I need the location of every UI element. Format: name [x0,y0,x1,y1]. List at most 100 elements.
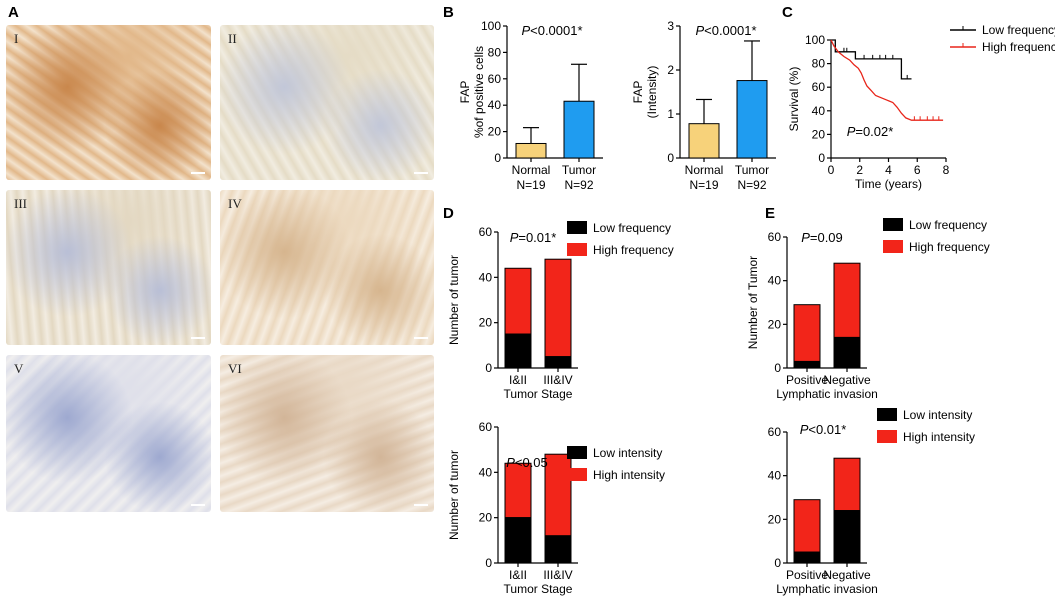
y-tick-label: 20 [488,125,502,139]
x-tick-label: Positive [786,373,828,387]
scale-bar [414,504,428,506]
sample-size-label: N=92 [737,178,766,192]
x-axis-label: Tumor Stage [504,387,573,401]
bar-segment-high [833,262,861,338]
legend-label-low: Low frequency [909,218,987,232]
y-tick-label: 1 [667,107,674,121]
x-tick-label: 6 [914,163,921,177]
legend-label-high: High intensity [593,468,665,482]
y-tick-label: 40 [768,274,782,288]
micrograph-label: V [14,361,24,376]
y-axis-label: %of positive cells [472,46,486,138]
y-tick-label: 0 [485,556,492,570]
micrograph-3: III [6,190,211,345]
x-tick-label: Negative [823,568,871,582]
panel-letter-c: C [782,4,793,21]
micrograph-4: IV [220,190,434,345]
bar-tumor [563,100,595,159]
y-tick-label: 20 [768,317,782,331]
legend-label-low: Low intensity [593,446,662,460]
bar-segment-high [833,457,861,512]
panel-letter-d: D [443,205,454,222]
y-tick-label: 40 [768,469,782,483]
x-tick-label: Normal [512,163,551,177]
scale-bar [414,172,428,174]
panel-letter-e: E [765,205,776,222]
bar-segment-low [793,360,821,369]
p-value-annotation: P<0.0001* [521,23,582,38]
p-value-annotation: P=0.09 [801,230,843,245]
survival-curve-high-frequency [830,39,944,121]
y-tick-label: 40 [812,104,826,118]
micrograph-label: II [228,31,237,46]
legend-label-high: High frequency [909,240,990,254]
y-axis-label: Number of tumor [447,450,461,540]
scale-bar [414,337,428,339]
legend-swatch-high [877,430,897,443]
bar-segment-high [504,267,532,335]
y-tick-label: 0 [494,151,501,165]
micrograph-label: IV [228,196,242,211]
scale-bar [191,337,205,339]
micrograph-label: I [14,31,19,46]
y-tick-label: 100 [805,33,825,47]
bar-segment-high [504,462,532,519]
y-tick-label: 40 [479,270,493,284]
bar-segment-low [793,551,821,564]
p-value-annotation: P=0.01* [510,230,557,245]
y-tick-label: 0 [667,151,674,165]
y-tick-label: 60 [812,80,826,94]
p-value-annotation: P<0.01* [800,422,847,437]
y-tick-label: 40 [479,465,493,479]
micrograph-label: VI [228,361,242,376]
x-axis-label: Lymphatic invasion [776,582,878,596]
x-tick-label: 0 [828,163,835,177]
bar-segment-high [544,453,572,537]
y-tick-label: 40 [488,98,502,112]
legend-label-low: Low frequency [593,221,671,235]
x-tick-label: Tumor [562,163,596,177]
y-axis-label: Number of Tumor [746,256,760,349]
x-tick-label: Negative [823,373,871,387]
y-tick-label: 80 [812,57,826,71]
y-tick-label: 60 [479,420,493,434]
legend-swatch-high [883,240,903,253]
x-tick-label: 4 [885,163,892,177]
legend-swatch-low [883,218,903,231]
x-tick-label: Tumor [735,163,769,177]
x-tick-label: Normal [685,163,724,177]
y-tick-label: 60 [768,230,782,244]
sample-size-label: N=19 [689,178,718,192]
legend-label-low: Low intensity [903,408,972,422]
y-tick-label: 0 [774,361,781,375]
legend-swatch-low [567,221,587,234]
bar-segment-low [504,333,532,369]
y-tick-label: 80 [488,45,502,59]
bar-segment-low [833,336,861,369]
bar-segment-high [793,499,821,553]
sample-size-label: N=19 [516,178,545,192]
legend-label-high-frequency: High frequency [982,40,1055,54]
bar-segment-high [544,258,572,358]
x-tick-label: 2 [856,163,863,177]
y-tick-label: 60 [479,225,493,239]
x-axis-label: Lymphatic invasion [776,387,878,401]
legend-label-high: High intensity [903,430,975,444]
y-axis-label: FAP [458,81,472,104]
y-axis-label: Number of tumor [447,255,461,345]
micrograph-1: I [6,25,211,180]
p-value-annotation: P<0.0001* [695,23,756,38]
x-tick-label: Positive [786,568,828,582]
micrograph-5: V [6,355,211,512]
sample-size-label: N=92 [564,178,593,192]
x-tick-label: I&II [509,373,527,387]
bar-segment-low [544,356,572,369]
y-tick-label: 0 [818,151,825,165]
y-tick-label: 20 [812,127,826,141]
legend-label-high: High frequency [593,243,674,257]
x-tick-label: III&IV [543,373,572,387]
legend-label-low-frequency: Low frequency [982,23,1055,37]
bar-tumor [736,80,768,159]
legend-swatch-high [567,243,587,256]
